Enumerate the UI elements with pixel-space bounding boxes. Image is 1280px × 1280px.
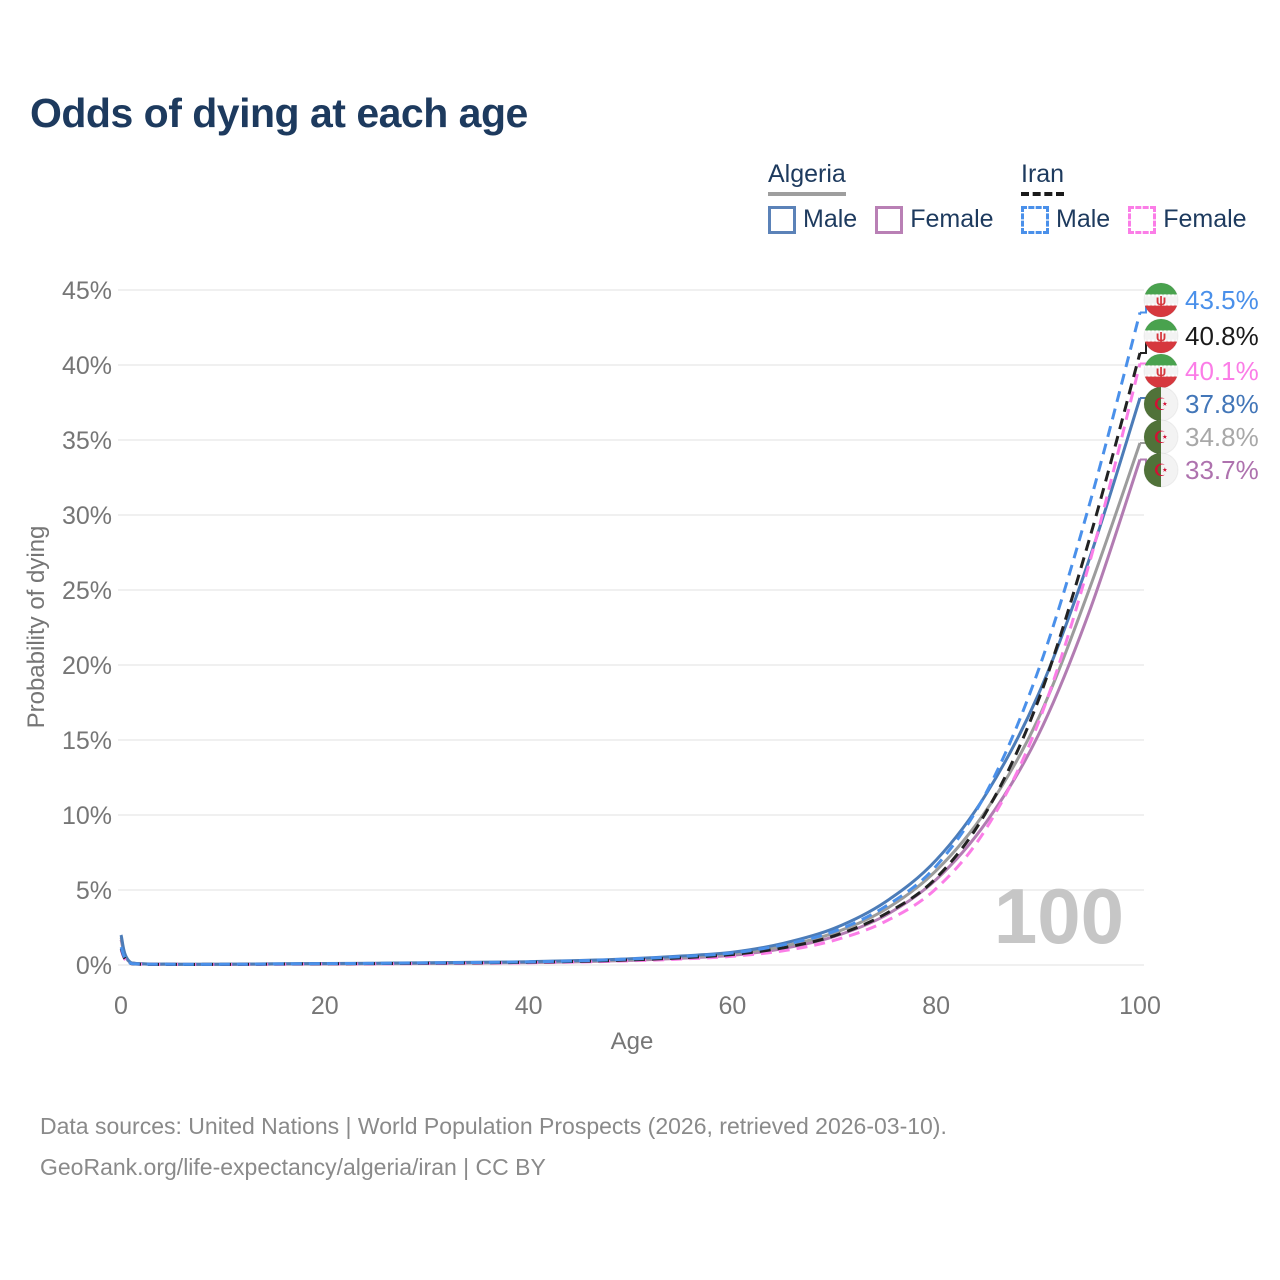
chart-title: Odds of dying at each age	[30, 90, 528, 136]
y-tick-label-30: 30%	[62, 502, 112, 530]
svg-text:ψ: ψ	[1156, 328, 1167, 344]
series-line-iran-both-sexes	[119, 352, 1142, 966]
x-tick-label-20: 20	[311, 992, 339, 1020]
series-line-iran-male	[119, 312, 1142, 966]
svg-text:☪: ☪	[1153, 461, 1168, 480]
legend-label-algeria-female: Female	[910, 205, 994, 233]
x-axis-title: Age	[611, 1028, 654, 1055]
end-value-label-iran-both-sexes: 40.8%	[1185, 321, 1259, 351]
series-line-algeria-both-sexes	[119, 442, 1142, 966]
y-tick-label-40: 40%	[62, 352, 112, 380]
flag-icon-iran-male: ψ	[1143, 282, 1179, 318]
y-tick-label-15: 15%	[62, 727, 112, 755]
legend-swatch-iran-female-icon	[1128, 205, 1157, 234]
end-value-label-iran-male: 43.5%	[1185, 285, 1259, 315]
legend-swatch-algeria-female-icon	[875, 205, 904, 234]
flag-icon-iran-female: ψ	[1143, 353, 1179, 389]
y-tick-label-20: 20%	[62, 652, 112, 680]
y-tick-label-0: 0%	[76, 952, 112, 980]
flag-icon-iran-both-sexes: ψ	[1143, 318, 1179, 354]
y-tick-label-10: 10%	[62, 802, 112, 830]
flag-icon-algeria-female: ☪	[1143, 452, 1179, 488]
end-value-label-algeria-male: 37.8%	[1185, 389, 1259, 419]
x-tick-label-100: 100	[1119, 992, 1161, 1020]
x-tick-label-60: 60	[718, 992, 746, 1020]
series-line-algeria-male	[119, 397, 1142, 966]
end-value-label-algeria-female: 33.7%	[1185, 455, 1259, 485]
svg-text:☪: ☪	[1153, 395, 1168, 414]
legend-group-iran: Iran Male Female	[1021, 160, 1265, 234]
footer-line-1: Data sources: United Nations | World Pop…	[40, 1113, 947, 1139]
svg-text:ψ: ψ	[1156, 292, 1167, 308]
flag-icon-algeria-male: ☪	[1143, 386, 1179, 422]
y-tick-label-25: 25%	[62, 577, 112, 605]
x-tick-label-0: 0	[114, 992, 128, 1020]
series-line-iran-female	[119, 363, 1142, 966]
x-tick-label-80: 80	[922, 992, 950, 1020]
y-axis-title: Probability of dying	[23, 526, 50, 729]
legend-swatch-algeria-male-icon	[768, 205, 796, 234]
legend-group-algeria: Algeria Male Female	[768, 160, 1012, 234]
watermark-age-100: 100	[994, 872, 1124, 960]
legend-label-algeria-male: Male	[803, 205, 858, 233]
legend-country-iran: Iran	[1021, 160, 1065, 196]
svg-text:☪: ☪	[1153, 428, 1168, 447]
series-line-algeria-female	[119, 459, 1142, 966]
data-source-footer: Data sources: United Nations | World Pop…	[40, 1106, 947, 1188]
svg-text:ψ: ψ	[1156, 363, 1167, 379]
footer-line-2: GeoRank.org/life-expectancy/algeria/iran…	[40, 1154, 546, 1180]
end-value-label-algeria-both-sexes: 34.8%	[1185, 422, 1259, 452]
flag-icon-algeria-both-sexes: ☪	[1143, 419, 1179, 455]
x-tick-label-40: 40	[515, 992, 543, 1020]
y-tick-label-45: 45%	[62, 277, 112, 305]
legend-country-algeria: Algeria	[768, 160, 846, 196]
legend-label-iran-female: Female	[1163, 205, 1247, 233]
y-tick-label-5: 5%	[76, 877, 112, 905]
legend-swatch-iran-male-icon	[1021, 205, 1049, 234]
y-tick-label-35: 35%	[62, 427, 112, 455]
end-value-label-iran-female: 40.1%	[1185, 356, 1259, 386]
legend-label-iran-male: Male	[1056, 205, 1111, 233]
